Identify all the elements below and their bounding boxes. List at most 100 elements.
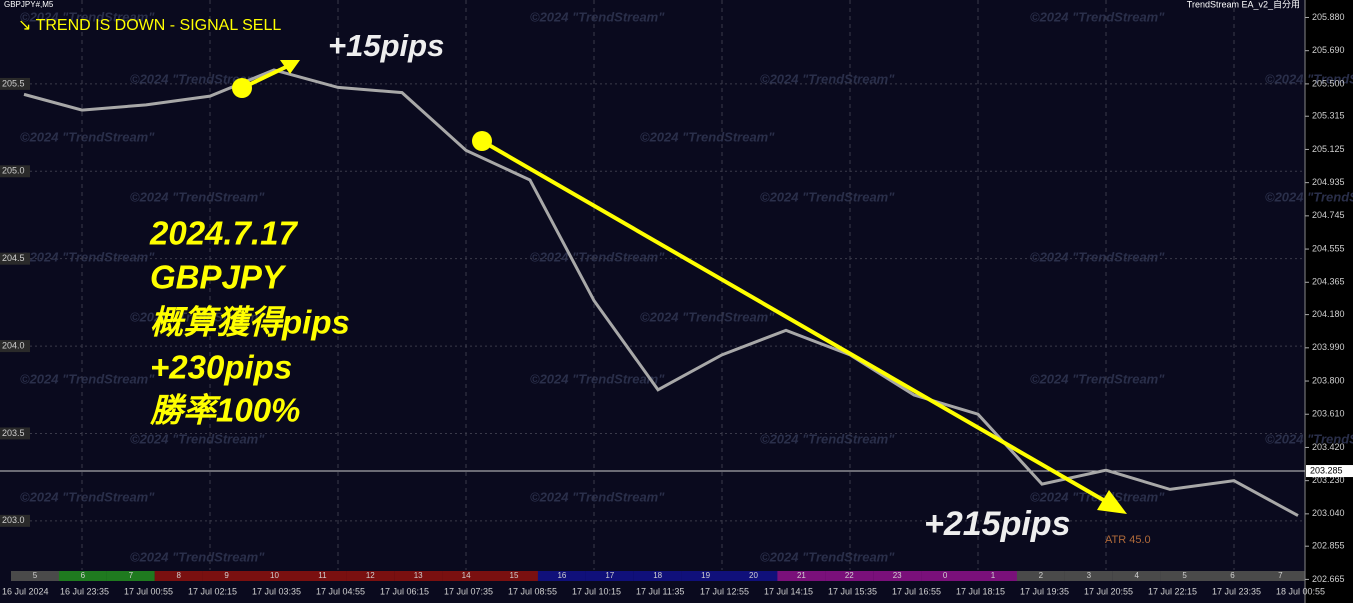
session-label: 8 [176, 571, 181, 580]
x-tick-label: 17 Jul 00:55 [124, 586, 173, 596]
session-label: 15 [510, 571, 519, 580]
summary-line: 2024.7.17 [149, 215, 298, 252]
session-label: 6 [81, 571, 86, 580]
watermark: ©2024 "TrendStream" [1030, 371, 1165, 386]
x-tick-label: 18 Jul 00:55 [1276, 586, 1325, 596]
session-label: 10 [270, 571, 279, 580]
session-label: 22 [845, 571, 854, 580]
watermark: ©2024 "TrendStream" [20, 489, 155, 504]
entry-dot [472, 131, 492, 151]
session-segment [11, 571, 59, 581]
session-segment [1208, 571, 1257, 581]
session-label: 5 [33, 571, 38, 580]
session-segment [442, 571, 491, 581]
y2-tick-label: 203.420 [1312, 442, 1345, 452]
session-label: 13 [414, 571, 423, 580]
y-tick-box [0, 427, 30, 440]
watermark: ©2024 "TrendStream" [20, 371, 155, 386]
watermark: ©2024 "TrendStream" [20, 9, 155, 24]
watermark: ©2024 "TrendStream" [760, 71, 895, 86]
y2-tick-label: 202.665 [1312, 574, 1345, 584]
x-tick-label: 17 Jul 10:15 [572, 586, 621, 596]
x-tick-label: 17 Jul 06:15 [380, 586, 429, 596]
session-label: 23 [893, 571, 902, 580]
session-segment [346, 571, 395, 581]
watermark: ©2024 "TrendStream" [1030, 9, 1165, 24]
arrow-line [480, 139, 1114, 507]
watermark: ©2024 "TrendStream" [530, 249, 665, 264]
x-tick-label: 17 Jul 12:55 [700, 586, 749, 596]
y2-tick-label: 203.040 [1312, 508, 1345, 518]
watermark: ©2024 "TrendStream" [530, 489, 665, 504]
x-tick-label: 16 Jul 2024 [2, 586, 49, 596]
session-label: 7 [129, 571, 134, 580]
x-tick-label: 17 Jul 04:55 [316, 586, 365, 596]
session-segment [729, 571, 778, 581]
session-segment [873, 571, 922, 581]
session-segment [58, 571, 107, 581]
x-tick-label: 17 Jul 02:15 [188, 586, 237, 596]
session-label: 14 [462, 571, 471, 580]
session-segment [202, 571, 251, 581]
y2-tick-label: 203.800 [1312, 375, 1345, 385]
y2-tick-label: 204.180 [1312, 309, 1345, 319]
summary-line: 勝率100% [150, 392, 300, 429]
y2-tick-label: 203.230 [1312, 475, 1345, 485]
session-label: 6 [1230, 571, 1235, 580]
session-label: 17 [605, 571, 614, 580]
x-tick-label: 17 Jul 16:55 [892, 586, 941, 596]
y2-tick-label: 205.690 [1312, 45, 1345, 55]
watermark: ©2024 "TrendStream" [1265, 189, 1353, 204]
x-tick-label: 17 Jul 23:35 [1212, 586, 1261, 596]
arrow-head [1097, 490, 1127, 514]
x-tick-label: 17 Jul 08:55 [508, 586, 557, 596]
session-label: 18 [653, 571, 662, 580]
y-tick-label: 203.5 [2, 428, 25, 438]
session-segment [633, 571, 682, 581]
watermark: ©2024 "TrendStream" [1265, 431, 1353, 446]
y2-tick-label: 204.365 [1312, 277, 1345, 287]
session-label: 11 [318, 571, 327, 580]
session-segment [298, 571, 347, 581]
session-segment [1112, 571, 1161, 581]
y2-tick-label: 204.745 [1312, 210, 1345, 220]
watermark: ©2024 "TrendStream" [1265, 71, 1353, 86]
session-label: 7 [1278, 571, 1283, 580]
session-segment [154, 571, 203, 581]
session-segment [1016, 571, 1065, 581]
y2-tick-label: 205.880 [1312, 12, 1345, 22]
y-tick-box [0, 165, 30, 178]
price-line [23, 68, 1299, 517]
y-tick-label: 203.0 [2, 515, 25, 525]
summary-line: +230pips [150, 349, 292, 386]
session-segment [490, 571, 538, 581]
session-segment [394, 571, 443, 581]
y2-tick-label: 203.610 [1312, 409, 1345, 419]
y-tick-label: 205.0 [2, 166, 25, 176]
session-segment [537, 571, 586, 581]
x-tick-label: 17 Jul 18:15 [956, 586, 1005, 596]
y2-tick-label: 205.500 [1312, 78, 1345, 88]
y-tick-label: 204.5 [2, 253, 25, 263]
watermark: ©2024 "TrendStream" [130, 71, 265, 86]
x-tick-label: 17 Jul 19:35 [1020, 586, 1069, 596]
session-segment [1160, 571, 1209, 581]
session-label: 1 [991, 571, 996, 580]
watermark: ©2024 "TrendStream" [20, 129, 155, 144]
watermark: ©2024 "TrendStream" [760, 189, 895, 204]
signal-text: ↘ TREND IS DOWN - SIGNAL SELL [18, 17, 281, 34]
y-tick-box [0, 514, 30, 527]
trade-arrows [232, 60, 1127, 514]
x-tick-label: 16 Jul 23:35 [60, 586, 109, 596]
session-segment [1256, 571, 1305, 581]
session-label: 19 [701, 571, 710, 580]
watermark: ©2024 "TrendStream" [130, 189, 265, 204]
session-label: 20 [749, 571, 758, 580]
session-label: 3 [1087, 571, 1092, 580]
plot-background [0, 0, 1305, 603]
y2-tick-label: 202.855 [1312, 541, 1345, 551]
watermark: ©2024 "TrendStream" [640, 129, 775, 144]
session-label: 4 [1134, 571, 1139, 580]
session-segment [969, 571, 1017, 581]
